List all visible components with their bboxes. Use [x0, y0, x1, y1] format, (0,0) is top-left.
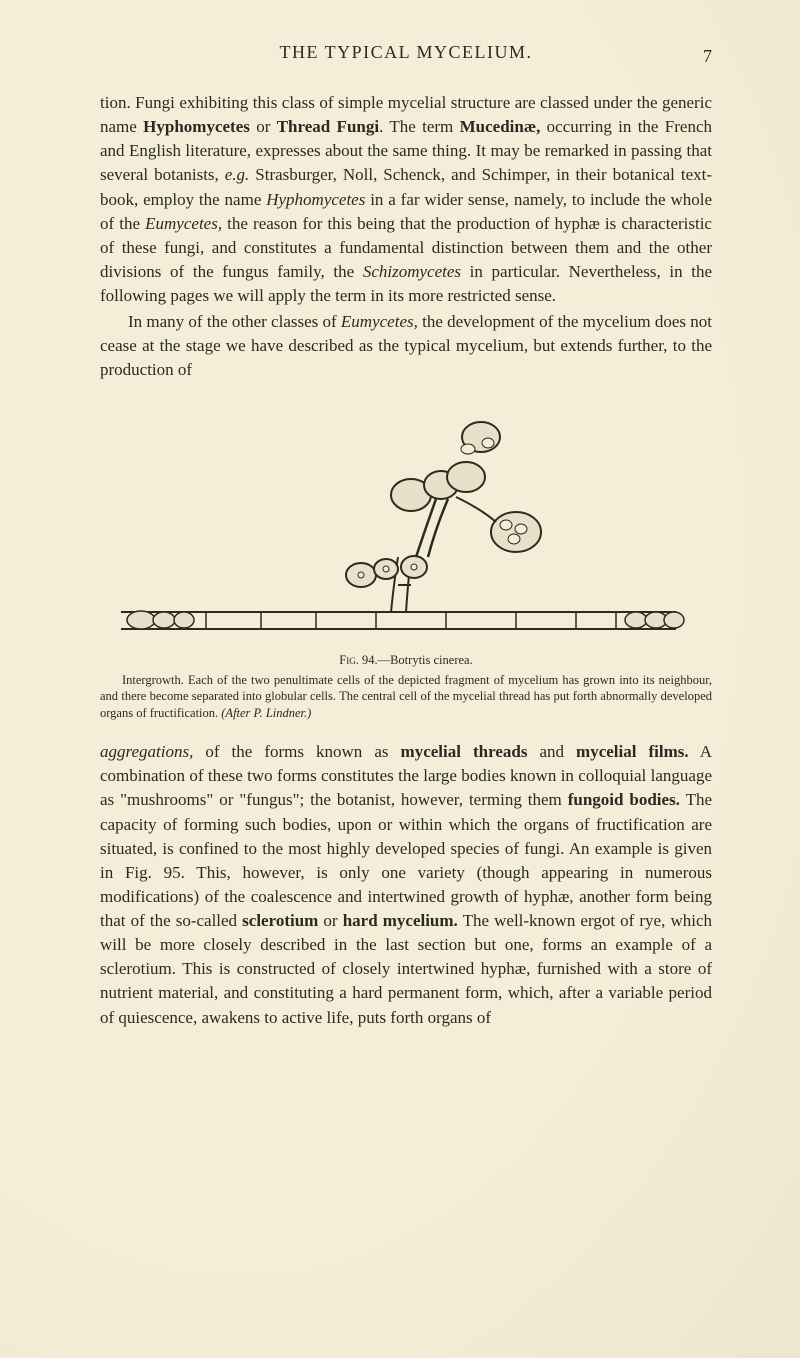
- figure-caption-title: Fig. 94.—Botrytis cinerea.: [100, 653, 712, 668]
- text: Intergrowth. Each of the two penultimate…: [100, 673, 712, 721]
- text: or: [318, 911, 342, 930]
- term-hyphomycetes: Hyphomycetes: [143, 117, 250, 136]
- text: of the forms known as: [193, 742, 400, 761]
- term-eumycetes2: Eumycetes,: [341, 312, 418, 331]
- figure-94: Fig. 94.—Botrytis cinerea. Intergrowth. …: [100, 407, 712, 723]
- paragraph-2: In many of the other classes of Eumycete…: [100, 310, 712, 382]
- text: .—: [374, 653, 390, 667]
- term-eg: e.g.: [225, 165, 250, 184]
- page-header: THE TYPICAL MYCELIUM. 7: [100, 42, 712, 63]
- term-aggregations: aggregations,: [100, 742, 193, 761]
- term-schizomycetes: Schizomycetes: [363, 262, 461, 281]
- term-mycelial-films: mycelial films.: [576, 742, 689, 761]
- botrytis-illustration: [116, 407, 696, 647]
- fig-number: 94: [362, 653, 375, 667]
- term-hard-mycelium: hard mycelium.: [343, 911, 458, 930]
- term-mycelial-threads: mycelial threads: [401, 742, 528, 761]
- text: and: [527, 742, 576, 761]
- figure-caption-body: Intergrowth. Each of the two penultimate…: [100, 672, 712, 723]
- attribution: (After P. Lindner.): [221, 706, 311, 720]
- paragraph-1: tion. Fungi exhibiting this class of sim…: [100, 91, 712, 308]
- term-mucedinae: Mucedinæ,: [460, 117, 541, 136]
- text: The capacity of forming such bodies, upo…: [100, 790, 712, 930]
- running-head: THE TYPICAL MYCELIUM.: [280, 42, 533, 63]
- term-fungoid-bodies: fungoid bodies.: [568, 790, 680, 809]
- term-eumycetes: Eumycetes,: [145, 214, 222, 233]
- fig-title: Botrytis cinerea.: [390, 653, 473, 667]
- text: In many of the other classes of: [128, 312, 341, 331]
- paragraph-3: aggregations, of the forms known as myce…: [100, 740, 712, 1030]
- fig-label: Fig.: [339, 653, 362, 667]
- text: . The term: [379, 117, 460, 136]
- term-sclerotium: sclerotium: [242, 911, 318, 930]
- term-hyphomycetes-i: Hyphomycetes: [266, 190, 365, 209]
- page-number: 7: [703, 46, 712, 67]
- term-thread-fungi: Thread Fungi: [277, 117, 379, 136]
- text: or: [250, 117, 277, 136]
